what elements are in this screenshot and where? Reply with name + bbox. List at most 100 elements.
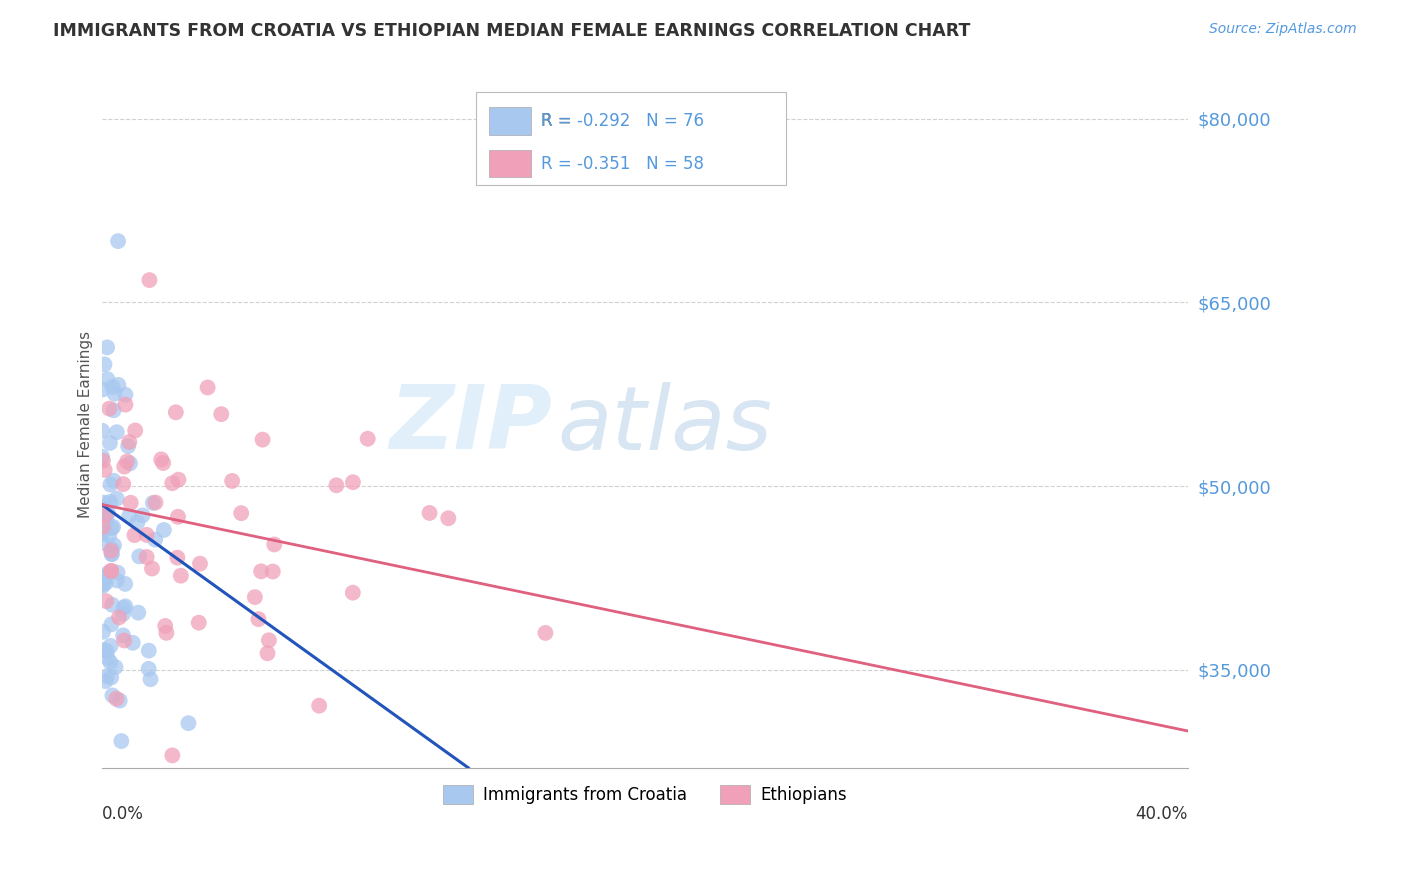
Point (100, 521, 122, 535)
Text: R = -0.351   N = 58: R = -0.351 N = 58 (541, 154, 704, 172)
Point (91, 572, 114, 586)
Text: ZIP: ZIP (389, 381, 553, 468)
Point (139, 672, 162, 686)
Point (93, 495, 115, 509)
Point (100, 639, 122, 653)
Point (91, 536, 114, 550)
Point (96, 340, 118, 354)
Point (114, 599, 136, 614)
Point (114, 398, 136, 412)
Point (128, 549, 150, 564)
Point (91, 453, 114, 467)
Point (112, 600, 135, 615)
Point (91, 577, 114, 591)
Point (93, 643, 115, 657)
Text: Source: ZipAtlas.com: Source: ZipAtlas.com (1209, 22, 1357, 37)
Point (100, 564, 122, 578)
Point (162, 476, 184, 491)
Point (100, 477, 122, 491)
Point (107, 566, 129, 580)
Y-axis label: Median Female Earnings: Median Female Earnings (79, 331, 93, 518)
Point (138, 662, 160, 676)
Text: 40.0%: 40.0% (1136, 805, 1188, 823)
Point (419, 506, 441, 520)
Text: 0.0%: 0.0% (101, 805, 143, 823)
Point (96, 372, 118, 386)
Point (96, 669, 118, 683)
Point (91, 526, 114, 541)
Point (103, 538, 125, 552)
Text: IMMIGRANTS FROM CROATIA VS ETHIOPIAN MEDIAN FEMALE EARNINGS CORRELATION CHART: IMMIGRANTS FROM CROATIA VS ETHIOPIAN MED… (53, 22, 970, 40)
Point (110, 734, 132, 748)
Point (162, 748, 184, 763)
Point (108, 610, 131, 624)
Point (100, 564, 122, 578)
Point (127, 516, 149, 530)
Point (325, 478, 347, 492)
Point (187, 615, 209, 630)
Point (152, 456, 174, 470)
Point (104, 386, 127, 401)
Point (167, 473, 190, 487)
Point (150, 452, 173, 467)
Point (112, 607, 135, 621)
Point (112, 477, 135, 491)
Point (121, 636, 143, 650)
Point (170, 568, 193, 582)
Point (101, 547, 124, 561)
Point (127, 606, 149, 620)
Point (166, 550, 188, 565)
Point (177, 716, 200, 731)
Point (112, 633, 135, 648)
Point (93, 463, 115, 477)
Point (342, 475, 364, 490)
Point (91, 579, 114, 593)
Point (100, 656, 122, 670)
Point (93, 502, 115, 516)
Point (118, 434, 141, 449)
Point (97, 651, 120, 665)
Text: R = -0.292   N = 76: R = -0.292 N = 76 (541, 112, 704, 130)
Point (165, 405, 187, 419)
Point (135, 528, 157, 542)
Point (167, 509, 190, 524)
Point (115, 454, 138, 468)
Point (91, 520, 114, 534)
Point (534, 626, 557, 640)
Point (105, 425, 128, 440)
Point (188, 557, 211, 571)
Point (263, 537, 285, 551)
Point (94, 576, 117, 591)
Point (118, 456, 141, 470)
Point (197, 380, 219, 394)
Point (357, 432, 380, 446)
Point (101, 380, 124, 394)
Point (93, 576, 115, 591)
Point (91, 383, 114, 397)
Point (231, 506, 253, 520)
Point (98, 436, 121, 450)
Point (91, 624, 114, 639)
Point (103, 403, 125, 417)
Point (221, 474, 243, 488)
FancyBboxPatch shape (489, 150, 530, 178)
Point (101, 598, 124, 612)
Point (257, 633, 280, 648)
Point (135, 549, 157, 564)
Point (98, 495, 121, 509)
Point (93, 357, 115, 371)
Point (98, 529, 121, 543)
FancyBboxPatch shape (489, 107, 530, 135)
Point (105, 491, 128, 506)
Point (124, 528, 146, 542)
Point (94, 674, 117, 689)
Text: atlas: atlas (558, 382, 773, 467)
Point (97, 566, 120, 580)
Point (93, 574, 115, 588)
Point (153, 523, 176, 537)
Point (243, 590, 266, 604)
Point (117, 439, 139, 453)
Point (100, 547, 122, 561)
Point (105, 691, 128, 706)
Point (131, 508, 153, 523)
